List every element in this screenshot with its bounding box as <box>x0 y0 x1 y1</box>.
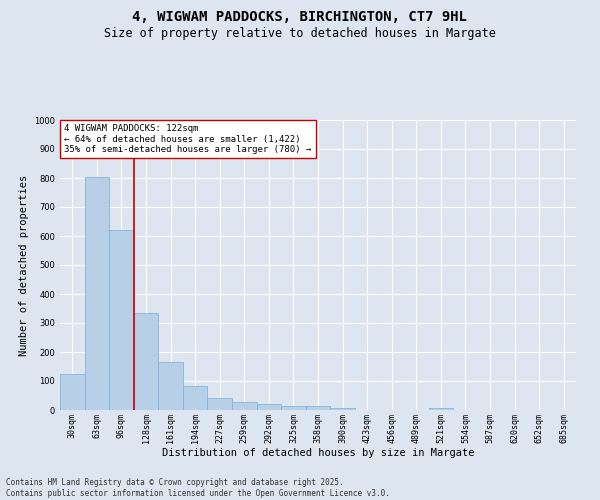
Text: Size of property relative to detached houses in Margate: Size of property relative to detached ho… <box>104 28 496 40</box>
X-axis label: Distribution of detached houses by size in Margate: Distribution of detached houses by size … <box>162 448 474 458</box>
Bar <box>208 398 232 410</box>
Bar <box>257 404 281 410</box>
Bar <box>306 406 330 410</box>
Bar <box>109 230 134 410</box>
Y-axis label: Number of detached properties: Number of detached properties <box>19 174 29 356</box>
Text: Contains HM Land Registry data © Crown copyright and database right 2025.
Contai: Contains HM Land Registry data © Crown c… <box>6 478 390 498</box>
Bar <box>85 177 109 410</box>
Text: 4, WIGWAM PADDOCKS, BIRCHINGTON, CT7 9HL: 4, WIGWAM PADDOCKS, BIRCHINGTON, CT7 9HL <box>133 10 467 24</box>
Text: 4 WIGWAM PADDOCKS: 122sqm
← 64% of detached houses are smaller (1,422)
35% of se: 4 WIGWAM PADDOCKS: 122sqm ← 64% of detac… <box>64 124 311 154</box>
Bar <box>428 408 453 410</box>
Bar <box>330 408 355 410</box>
Bar <box>134 313 158 410</box>
Bar <box>60 374 85 410</box>
Bar <box>183 386 208 410</box>
Bar <box>158 362 183 410</box>
Bar <box>232 402 257 410</box>
Bar <box>281 406 306 410</box>
